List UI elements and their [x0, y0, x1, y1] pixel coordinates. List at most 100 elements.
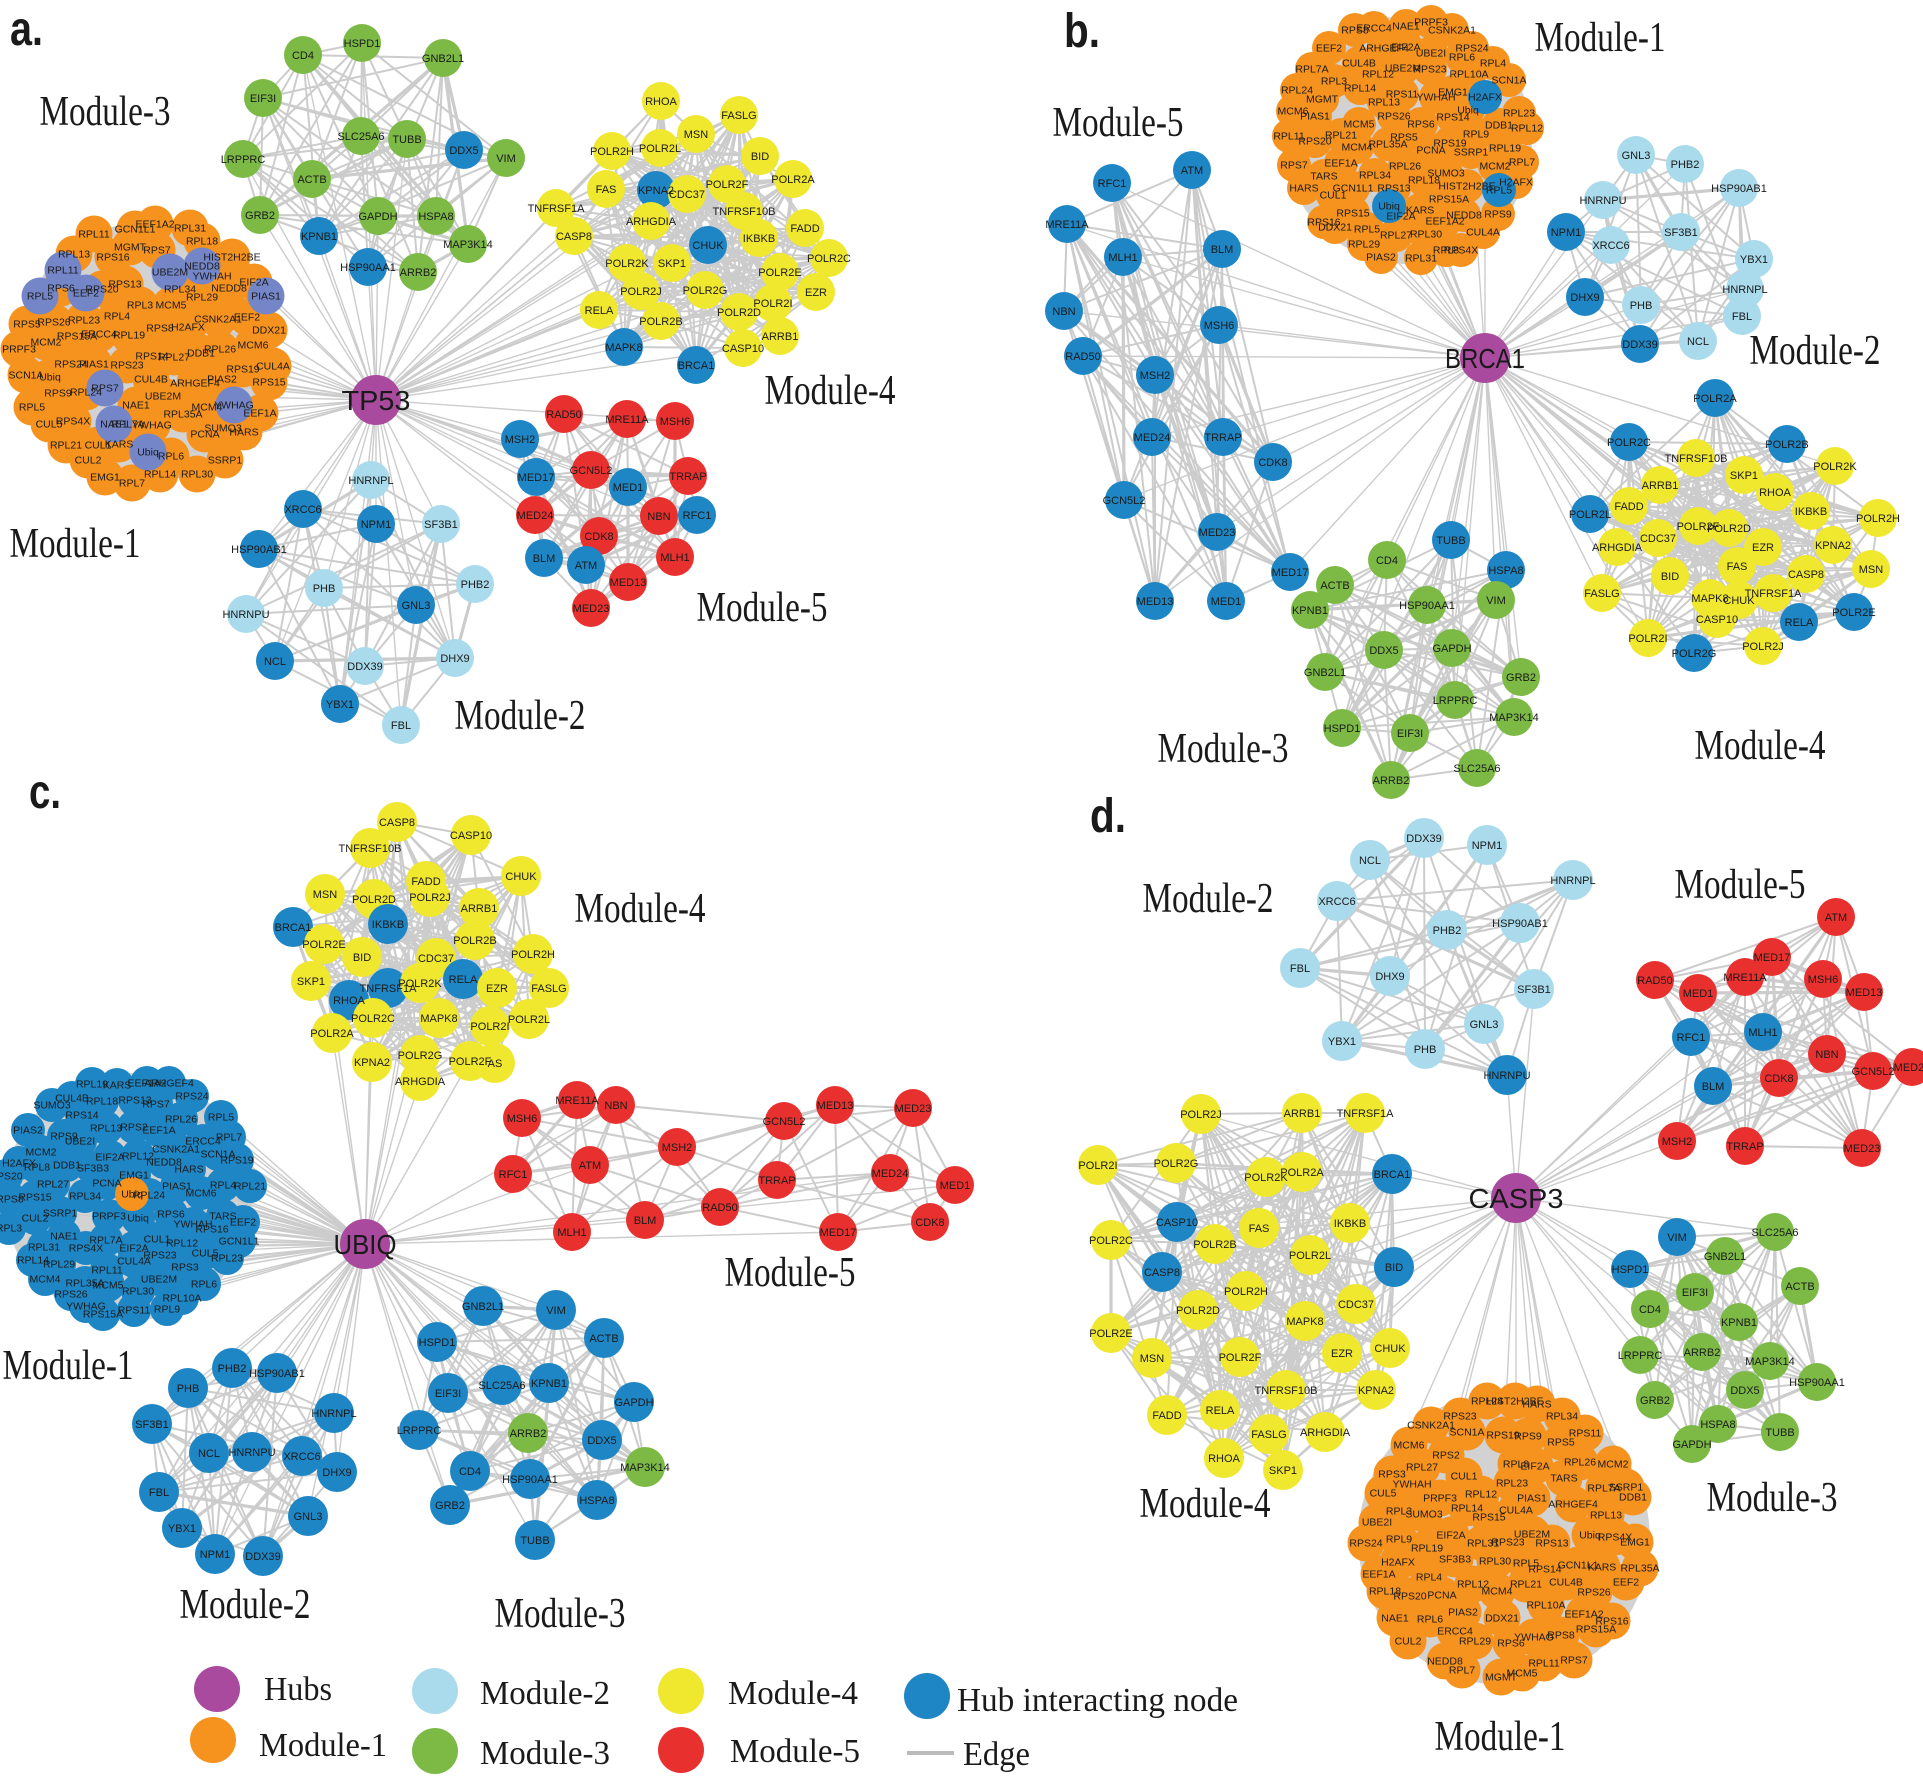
svg-text:RPL4: RPL4 — [104, 311, 130, 323]
svg-text:MSN: MSN — [1859, 564, 1884, 576]
svg-text:MCM6: MCM6 — [1278, 106, 1309, 118]
svg-text:POLR2D: POLR2D — [352, 894, 396, 906]
svg-text:Module-2: Module-2 — [480, 1675, 610, 1712]
svg-text:NAE1: NAE1 — [100, 419, 128, 431]
svg-text:Module-1: Module-1 — [3, 1343, 134, 1389]
svg-text:MSH2: MSH2 — [1662, 1136, 1693, 1148]
svg-text:SLC25A6: SLC25A6 — [337, 131, 384, 143]
svg-text:Module-3: Module-3 — [1158, 726, 1289, 772]
svg-text:MGMT: MGMT — [1306, 94, 1339, 106]
svg-text:GNB2L1: GNB2L1 — [422, 53, 464, 65]
svg-text:CDC37: CDC37 — [1338, 1299, 1374, 1311]
svg-text:FADD: FADD — [411, 876, 440, 888]
svg-text:MSN: MSN — [313, 889, 338, 901]
svg-text:FAS: FAS — [1249, 1223, 1270, 1235]
svg-text:BID: BID — [353, 952, 371, 964]
svg-text:ACTB: ACTB — [1785, 1281, 1814, 1293]
svg-text:RPS15: RPS15 — [1336, 208, 1369, 220]
svg-text:HIST2H2BE: HIST2H2BE — [1438, 181, 1495, 193]
svg-text:EEF2: EEF2 — [1316, 43, 1342, 55]
svg-text:ATM: ATM — [579, 1160, 601, 1172]
svg-text:EEF2: EEF2 — [73, 288, 99, 300]
svg-text:PRPF3: PRPF3 — [92, 1211, 126, 1223]
svg-text:RPL11: RPL11 — [91, 1265, 122, 1277]
svg-text:GNB2L1: GNB2L1 — [462, 1301, 504, 1313]
svg-text:POLR2C: POLR2C — [1607, 437, 1651, 449]
svg-text:NEDD8: NEDD8 — [184, 261, 220, 273]
svg-text:FASLG: FASLG — [531, 983, 566, 995]
svg-text:RPL26: RPL26 — [165, 1114, 197, 1126]
svg-text:RPL14: RPL14 — [144, 469, 176, 481]
svg-text:SF3B1: SF3B1 — [424, 519, 458, 531]
svg-text:RPL23: RPL23 — [1503, 108, 1535, 120]
svg-text:DDB1: DDB1 — [1485, 120, 1513, 132]
svg-text:MCM2: MCM2 — [26, 1147, 57, 1159]
svg-text:RPL18: RPL18 — [186, 236, 218, 248]
svg-text:SCN1A: SCN1A — [1449, 1427, 1484, 1439]
svg-text:YWHAH: YWHAH — [1392, 1479, 1431, 1491]
svg-text:VIM: VIM — [546, 1305, 566, 1317]
svg-text:ARHGEF4: ARHGEF4 — [170, 378, 220, 390]
svg-text:TRRAP: TRRAP — [1204, 432, 1241, 444]
svg-text:RPS3: RPS3 — [171, 1262, 199, 1274]
svg-text:DDX21: DDX21 — [1318, 222, 1352, 234]
svg-text:RPS23: RPS23 — [110, 360, 143, 372]
svg-text:b.: b. — [1064, 5, 1100, 58]
svg-text:POLR2F: POLR2F — [1677, 521, 1720, 533]
svg-text:RPL13: RPL13 — [1590, 1510, 1622, 1522]
svg-text:SUMO3: SUMO3 — [1405, 1509, 1443, 1521]
svg-text:POLR2L: POLR2L — [639, 143, 681, 155]
svg-text:HSP90AB1: HSP90AB1 — [249, 1368, 305, 1380]
svg-text:RPL14: RPL14 — [1344, 83, 1376, 95]
svg-text:RELA: RELA — [1206, 1405, 1235, 1417]
svg-text:CASP8: CASP8 — [379, 817, 415, 829]
svg-text:Module-5: Module-5 — [697, 585, 828, 631]
svg-text:MED1: MED1 — [940, 1180, 971, 1192]
svg-text:CUL1: CUL1 — [1451, 1471, 1478, 1483]
svg-text:NBN: NBN — [647, 511, 670, 523]
svg-text:Module-2: Module-2 — [1750, 328, 1881, 374]
svg-text:MED13: MED13 — [817, 1100, 854, 1112]
svg-text:PHB: PHB — [1414, 1044, 1437, 1056]
svg-text:MAP3K14: MAP3K14 — [620, 1462, 670, 1474]
svg-text:EIF2A: EIF2A — [239, 277, 268, 289]
svg-text:ARRB1: ARRB1 — [461, 903, 498, 915]
svg-text:RPL9: RPL9 — [1386, 1534, 1412, 1546]
svg-text:FASLG: FASLG — [1251, 1429, 1286, 1441]
svg-text:SSRP1: SSRP1 — [1454, 147, 1489, 159]
svg-text:MLH1: MLH1 — [660, 552, 689, 564]
svg-text:YWHAG: YWHAG — [1514, 1632, 1554, 1644]
svg-text:RPL35A: RPL35A — [163, 409, 202, 421]
svg-text:POLR2A: POLR2A — [771, 174, 815, 186]
svg-text:XRCC6: XRCC6 — [1592, 240, 1629, 252]
svg-text:CUL5: CUL5 — [36, 419, 63, 431]
svg-text:POLR2D: POLR2D — [1176, 1305, 1220, 1317]
svg-text:POLR2H: POLR2H — [1224, 1286, 1268, 1298]
svg-text:RPL6: RPL6 — [191, 1279, 217, 1291]
svg-text:ARRB2: ARRB2 — [400, 267, 437, 279]
svg-text:FBL: FBL — [391, 720, 411, 732]
svg-text:ARHGDIA: ARHGDIA — [1592, 542, 1643, 554]
svg-text:SF3B1: SF3B1 — [1517, 984, 1551, 996]
svg-text:PRPF3: PRPF3 — [1414, 17, 1448, 29]
svg-text:TNFRSF10B: TNFRSF10B — [339, 843, 402, 855]
svg-text:RPL5: RPL5 — [1486, 185, 1512, 197]
svg-text:HSPA8: HSPA8 — [1488, 565, 1523, 577]
svg-text:HSPA8: HSPA8 — [1700, 1419, 1735, 1431]
svg-text:HNRNPU: HNRNPU — [228, 1447, 275, 1459]
svg-text:RAD50: RAD50 — [1637, 975, 1672, 987]
svg-text:TUBB: TUBB — [1436, 535, 1465, 547]
svg-text:RHOA: RHOA — [333, 995, 365, 1007]
svg-text:SKP1: SKP1 — [297, 976, 325, 988]
svg-text:Module-2: Module-2 — [180, 1582, 311, 1628]
svg-text:UBE2M: UBE2M — [145, 391, 181, 403]
svg-text:RPL24: RPL24 — [70, 387, 102, 399]
svg-text:KPNB1: KPNB1 — [301, 231, 337, 243]
svg-text:MCM4: MCM4 — [1342, 142, 1373, 154]
svg-text:PCNA: PCNA — [1427, 1590, 1456, 1602]
svg-text:ERCC4: ERCC4 — [1356, 23, 1392, 35]
svg-text:GRB2: GRB2 — [1506, 672, 1536, 684]
svg-text:NPM1: NPM1 — [1551, 227, 1582, 239]
svg-text:ACTB: ACTB — [297, 174, 326, 186]
svg-text:HSP90AB1: HSP90AB1 — [1492, 918, 1548, 930]
